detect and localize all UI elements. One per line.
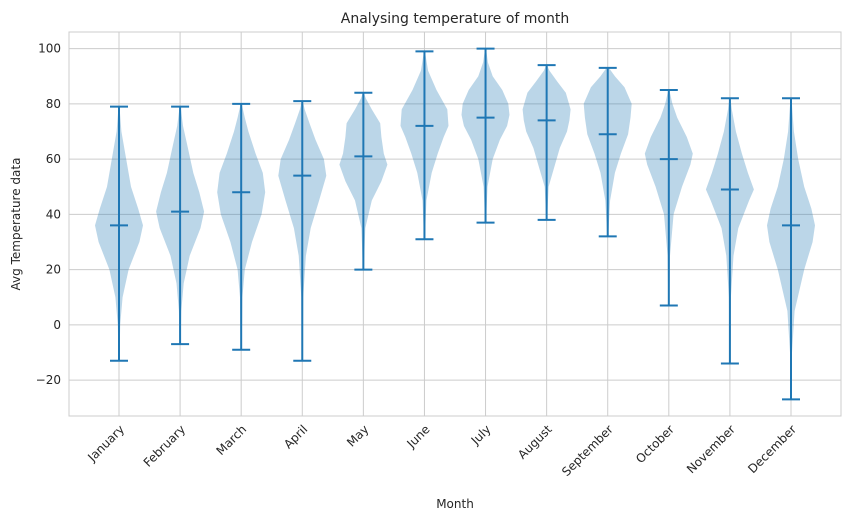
x-tick-label: March xyxy=(214,422,250,458)
x-tick-label: February xyxy=(141,422,189,470)
x-tick-label: April xyxy=(281,422,310,451)
extrema-lines xyxy=(110,47,800,401)
plot-frame xyxy=(68,31,842,417)
x-tick-label: October xyxy=(633,422,677,466)
x-tick-label: November xyxy=(684,422,738,476)
x-axis-label: Month xyxy=(436,497,474,511)
y-tick-label: 0 xyxy=(53,318,61,332)
y-tick-label: −20 xyxy=(36,373,61,387)
y-tick-label: 80 xyxy=(46,97,61,111)
y-tick-label: 60 xyxy=(46,152,61,166)
y-tick-label: 40 xyxy=(46,207,61,221)
y-tick-label: 20 xyxy=(46,263,61,277)
y-axis-label: Avg Temperature data xyxy=(9,158,23,291)
x-tick-label: July xyxy=(468,422,494,448)
x-tick-label: August xyxy=(515,422,555,462)
violins xyxy=(95,48,815,400)
x-tick-label: May xyxy=(344,422,371,449)
x-tick-label: January xyxy=(84,422,127,465)
x-tick-label: June xyxy=(403,422,432,451)
chart-title: Analysing temperature of month xyxy=(341,11,569,27)
x-tick-labels: January February March April May June July Augu… xyxy=(84,422,799,479)
x-tick-label: December xyxy=(745,422,799,476)
y-tick-labels: −20 0 20 40 60 80 100 xyxy=(36,42,61,388)
y-tick-label: 100 xyxy=(38,42,61,56)
x-tick-label: September xyxy=(559,422,616,479)
